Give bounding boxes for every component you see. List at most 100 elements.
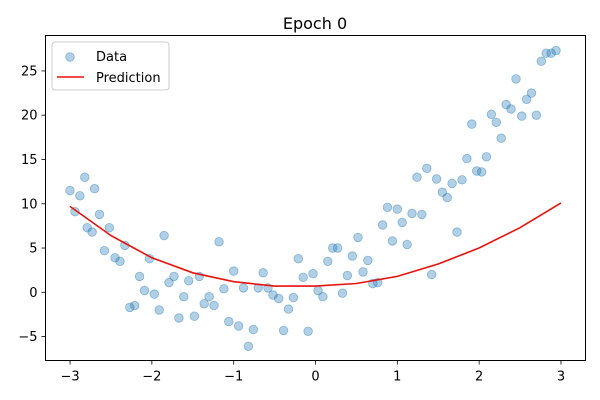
data-point-21 [164,277,174,288]
data-point-20 [159,230,169,241]
data-point-32 [219,284,229,294]
data-point-84 [476,167,487,177]
data-point-68 [397,217,407,228]
data-point-36 [238,283,249,293]
x-tick-label: 0 [311,370,319,385]
data-point-7 [94,209,105,220]
data-point-44 [278,325,289,336]
y-axis-ticks: −5 0 5 10 15 20 25 [18,64,46,345]
data-point-24 [179,292,189,302]
data-point-33 [224,316,234,327]
data-point-65 [382,202,393,213]
data-point-66 [387,236,398,246]
x-tick-label: 3 [557,370,565,385]
y-tick-label: 15 [21,153,38,168]
data-point-5 [87,227,97,237]
data-point-95 [531,110,542,120]
x-axis-ticks: −3 −2 −1 0 1 2 3 [60,360,565,385]
data-point-3 [80,172,90,182]
data-point-77 [442,192,452,203]
data-point-74 [427,269,437,280]
data-point-35 [233,321,244,331]
legend-prediction-label: Prediction [96,71,161,86]
data-point-30 [209,300,219,311]
data-point-45 [283,304,294,314]
data-point-59 [353,232,363,243]
data-point-75 [431,174,442,184]
legend-data-marker [65,52,75,62]
data-point-38 [248,324,259,335]
y-tick-label: 5 [29,242,37,257]
data-point-23 [174,313,184,323]
data-point-37 [243,341,254,352]
data-point-79 [452,227,462,237]
data-point-76 [437,187,448,197]
data-point-31 [214,237,224,247]
data-point-56 [337,288,348,298]
data-point-64 [377,220,388,230]
data-point-14 [129,300,140,311]
data-point-1 [70,206,80,217]
x-tick-label: −2 [142,370,161,385]
y-tick-label: −5 [18,330,37,345]
axes-frame [45,35,586,361]
data-point-49 [303,326,313,337]
data-point-90 [506,104,516,114]
chart-title: Epoch 0 [283,14,347,33]
data-point-72 [417,209,427,220]
data-point-99 [551,45,561,56]
data-point-19 [154,305,164,315]
data-point-78 [447,178,457,189]
data-point-87 [491,117,502,128]
data-point-88 [496,133,506,143]
y-tick-label: 10 [21,197,38,212]
data-point-50 [308,269,318,279]
data-points-layer [65,45,561,352]
data-point-92 [517,111,527,121]
data-point-26 [189,311,200,321]
data-point-57 [342,270,353,281]
data-point-93 [521,94,532,105]
x-tick-label: 1 [393,370,401,385]
data-point-55 [332,243,343,253]
legend-data-label: Data [96,50,127,65]
data-point-82 [467,119,477,129]
data-point-91 [511,74,521,84]
data-point-96 [536,56,547,66]
data-point-80 [457,175,467,185]
data-point-89 [501,99,511,110]
data-point-40 [258,268,268,278]
data-point-42 [268,290,278,300]
data-point-0 [65,185,75,196]
data-point-61 [363,255,373,266]
x-tick-label: −1 [224,370,243,385]
y-tick-label: 20 [21,109,38,124]
data-point-81 [462,153,472,164]
data-point-13 [125,302,135,313]
prediction-line [69,202,562,287]
data-point-28 [199,299,209,309]
data-point-11 [115,256,125,267]
data-point-97 [541,48,551,58]
data-point-48 [298,272,308,283]
x-tick-label: −3 [60,370,79,385]
data-point-18 [149,289,160,299]
data-point-73 [422,163,432,174]
data-point-25 [183,276,194,286]
data-point-46 [288,292,299,303]
data-point-4 [82,222,92,233]
data-point-16 [139,285,150,296]
data-point-60 [358,267,368,277]
data-point-22 [169,271,179,282]
data-point-58 [347,251,358,261]
data-point-52 [318,292,328,302]
data-point-67 [392,204,403,214]
y-tick-label: 0 [29,286,37,301]
data-point-34 [228,266,239,276]
data-point-15 [134,271,145,282]
x-tick-label: 2 [475,370,483,385]
legend: Data Prediction [51,41,170,91]
data-point-43 [274,293,284,304]
data-point-9 [104,222,115,233]
